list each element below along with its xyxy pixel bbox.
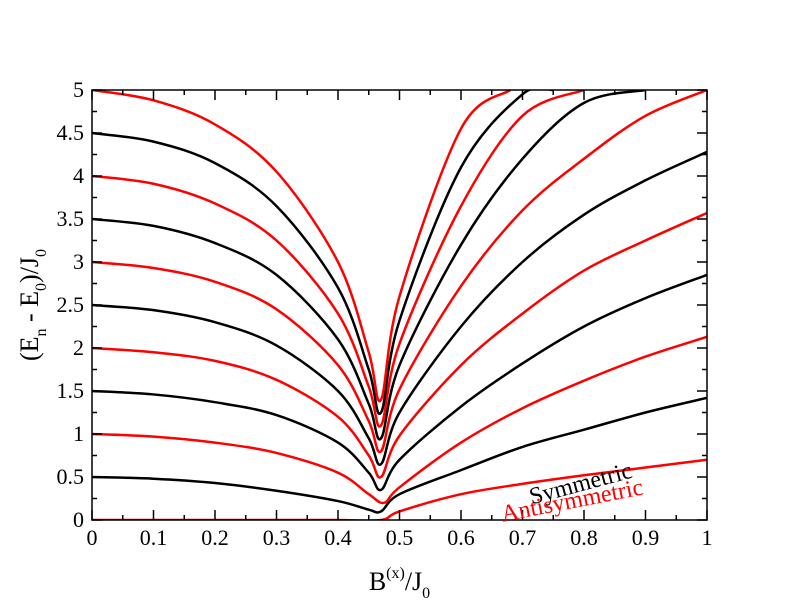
symmetric-curve-3 bbox=[92, 273, 707, 492]
y-title-sub3: 0 bbox=[33, 249, 50, 257]
x-tick-label: 0.1 bbox=[140, 525, 168, 550]
y-title-p2: - E bbox=[15, 291, 44, 329]
antisymmetric-curve-8 bbox=[92, 90, 585, 428]
antisymmetric-curve-2 bbox=[92, 335, 707, 505]
y-tick-label: 4 bbox=[73, 163, 84, 188]
series-curves bbox=[92, 90, 707, 520]
y-title-sub2: 0 bbox=[33, 283, 50, 291]
x-title-sub: 0 bbox=[422, 585, 430, 602]
x-tick-label: 1 bbox=[702, 525, 713, 550]
y-title-p3: )/J bbox=[15, 257, 44, 283]
y-tick-label: 3 bbox=[73, 249, 84, 274]
y-tick-label: 2.5 bbox=[57, 292, 85, 317]
y-tick-label: 1 bbox=[73, 421, 84, 446]
symmetric-curve-9 bbox=[92, 90, 554, 416]
x-tick-label: 0.9 bbox=[632, 525, 660, 550]
x-tick-label: 0.7 bbox=[509, 525, 537, 550]
antisymmetric-curve-10 bbox=[92, 90, 511, 403]
antisymmetric-curve-0 bbox=[92, 458, 707, 520]
y-tick-label: 3.5 bbox=[57, 206, 85, 231]
y-tick-label: 2 bbox=[73, 335, 84, 360]
y-tick-label: 0.5 bbox=[57, 464, 85, 489]
x-title-main: B bbox=[369, 567, 386, 596]
x-title-sup: (x) bbox=[386, 565, 405, 582]
axis-ticks bbox=[91, 89, 708, 521]
x-tick-label: 0.2 bbox=[201, 525, 229, 550]
y-tick-label: 4.5 bbox=[57, 120, 85, 145]
y-tick-label: 5 bbox=[73, 77, 84, 102]
y-title-p1: (E bbox=[15, 337, 44, 362]
antisymmetric-curve-4 bbox=[92, 211, 707, 479]
axis-tick-labels: 0 0.1 0.2 0.3 0.4 0.5 0.6 0.7 0.8 0.9 1 0 0.5 1 1.5 2 2.… bbox=[57, 77, 713, 550]
y-tick-label: 1.5 bbox=[57, 378, 85, 403]
x-tick-label: 0.6 bbox=[447, 525, 475, 550]
x-tick-label: 0.5 bbox=[386, 525, 414, 550]
x-tick-label: 0.8 bbox=[570, 525, 598, 550]
x-tick-label: 0.4 bbox=[324, 525, 352, 550]
x-title-rest: /J bbox=[405, 567, 422, 596]
antisymmetric-curve-6 bbox=[92, 90, 707, 454]
x-tick-label: 0 bbox=[87, 525, 98, 550]
symmetric-curve-1 bbox=[92, 396, 707, 514]
symmetric-curve-5 bbox=[92, 150, 707, 466]
y-tick-label: 0 bbox=[73, 507, 84, 532]
x-axis-title: B(x)/J0 bbox=[369, 565, 430, 602]
symmetric-curve-7 bbox=[92, 90, 646, 441]
plot-frame bbox=[91, 89, 708, 521]
x-tick-label: 0.3 bbox=[263, 525, 291, 550]
y-title-sub1: n bbox=[33, 329, 50, 337]
y-axis-title: (En - E0)/J0 bbox=[15, 249, 50, 361]
